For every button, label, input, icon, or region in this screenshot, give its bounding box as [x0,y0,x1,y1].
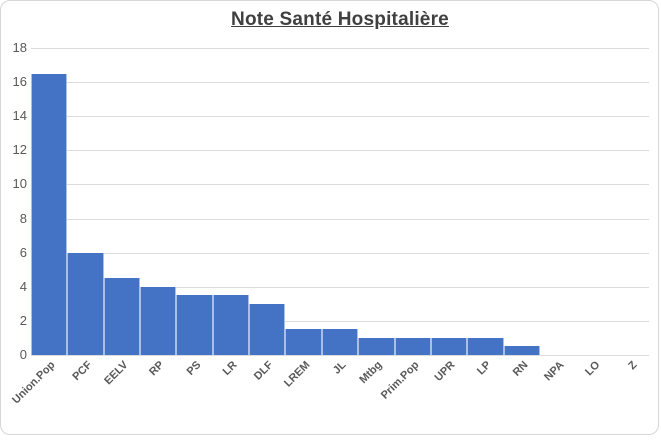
bar-prim-pop [394,337,431,355]
y-tick-label-18: 18 [12,40,27,55]
bar-upr [430,337,468,355]
bar-ps [176,295,213,355]
gridline-y-10 [31,184,649,185]
chart-title: Note Santé Hospitalière [231,9,449,30]
y-tick-label-6: 6 [19,244,27,260]
bar-jl [321,329,359,355]
gridline-y-12 [31,150,649,151]
bar-mtbg [358,337,395,355]
gridline-y-0 [31,355,649,356]
y-tick-label-4: 4 [19,278,27,294]
y-tick-label-8: 8 [19,210,27,226]
y-tick-label-14: 14 [12,108,27,124]
y-tick-label-0: 0 [19,347,27,362]
y-tick-label-12: 12 [12,142,27,158]
plot-area [31,48,649,356]
gridline-y-16 [31,82,649,83]
bar-lr [212,295,250,355]
bar-union-pop [31,73,68,355]
y-tick-label-2: 2 [19,312,27,328]
gridline-y-8 [31,219,649,220]
gridline-y-18 [31,48,649,49]
bar-pcf [67,252,104,355]
bar-lp [467,337,504,355]
bar-dlf [249,303,286,355]
bar-lrem [285,329,322,355]
gridline-y-14 [31,116,649,117]
bar-eelv [103,278,141,355]
gridline-y-2 [31,321,649,322]
y-tick-label-10: 10 [12,176,27,192]
chart-frame: Note Santé Hospitalière 0 2 4 6 8 10 12 14 16 18 … [0,0,659,435]
gridline-y-4 [31,287,649,288]
gridline-y-6 [31,253,649,254]
y-tick-label-16: 16 [12,74,27,90]
bar-rn [503,346,540,355]
bar-rp [140,286,177,355]
